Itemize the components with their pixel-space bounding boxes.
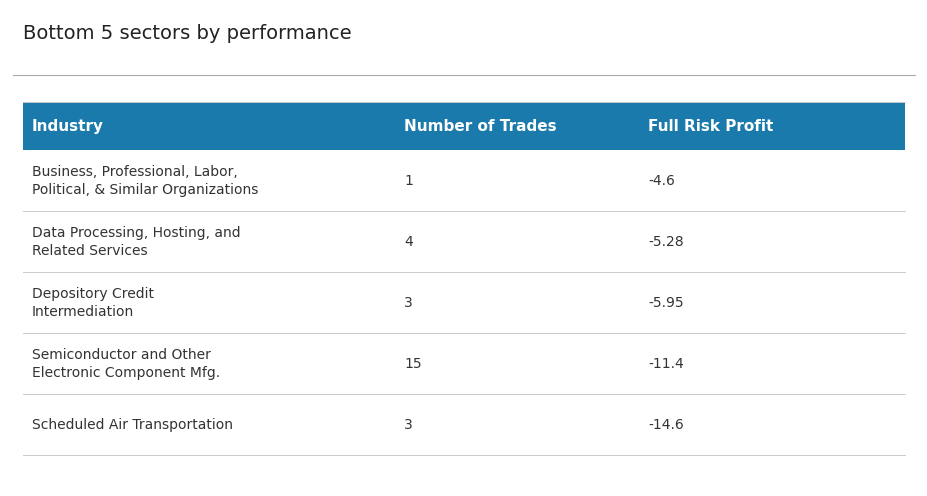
Text: -5.95: -5.95 [647,296,683,310]
Text: Industry: Industry [32,119,104,133]
Text: 15: 15 [404,357,422,371]
Text: Bottom 5 sectors by performance: Bottom 5 sectors by performance [22,24,350,43]
Text: -4.6: -4.6 [647,174,674,188]
Text: 1: 1 [404,174,413,188]
Bar [22,272,905,333]
Text: 3: 3 [404,418,413,432]
Text: Business, Professional, Labor,
Political, & Similar Organizations: Business, Professional, Labor, Political… [32,165,258,197]
Bar [22,211,905,272]
Text: 3: 3 [404,296,413,310]
Text: Scheduled Air Transportation: Scheduled Air Transportation [32,418,233,432]
Text: Full Risk Profit: Full Risk Profit [647,119,772,133]
Bar [22,102,905,150]
Text: -11.4: -11.4 [647,357,683,371]
Text: Semiconductor and Other
Electronic Component Mfg.: Semiconductor and Other Electronic Compo… [32,348,220,380]
Text: Data Processing, Hosting, and
Related Services: Data Processing, Hosting, and Related Se… [32,226,240,258]
Text: -5.28: -5.28 [647,235,683,249]
Text: Depository Credit
Intermediation: Depository Credit Intermediation [32,287,154,319]
Bar [22,333,905,394]
Text: -14.6: -14.6 [647,418,683,432]
Text: 4: 4 [404,235,413,249]
Bar [22,394,905,455]
Text: Number of Trades: Number of Trades [404,119,556,133]
Bar [22,150,905,211]
